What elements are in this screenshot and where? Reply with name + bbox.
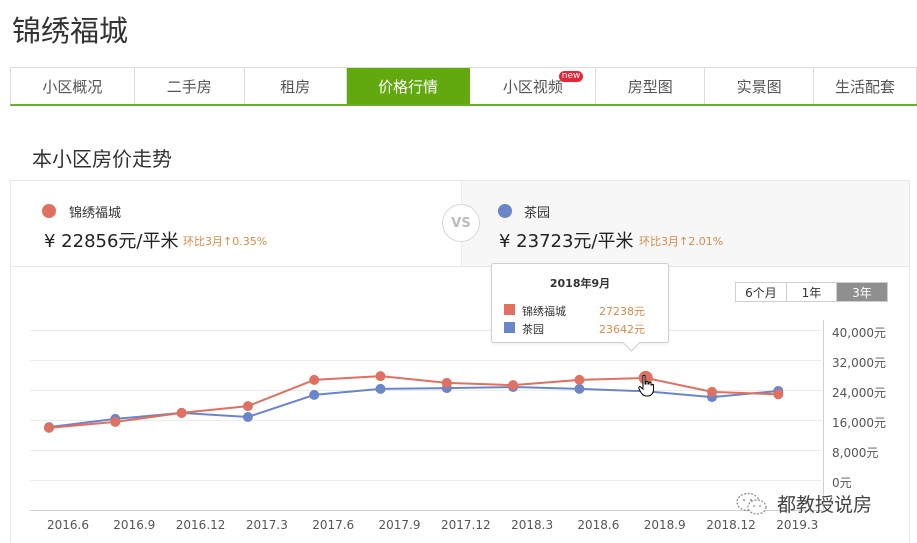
series-line-red	[44, 370, 784, 433]
tooltip-series-value: 23642元	[599, 323, 645, 336]
community-name: 锦绣福城	[69, 206, 122, 221]
series-line-blue	[44, 382, 784, 433]
tab-price-trend[interactable]: 价格行情	[346, 68, 471, 104]
data-point[interactable]	[242, 401, 253, 412]
range-6-months-button[interactable]: 6个月	[736, 283, 787, 301]
tooltip-series-name: 锦绣福城	[522, 305, 566, 318]
watermark-text: 都教授说房	[777, 494, 873, 516]
x-tick-label: 2016.9	[113, 518, 156, 532]
page-title: 锦绣福城	[12, 14, 129, 48]
x-tick-label: 2018.3	[511, 518, 554, 532]
range-1-year-button[interactable]: 1年	[787, 283, 837, 301]
data-point[interactable]	[309, 389, 320, 400]
tab-label: 小区概况	[42, 77, 103, 96]
x-tick-label: 2018.6	[577, 518, 620, 532]
new-badge: new	[558, 71, 584, 82]
data-point[interactable]	[110, 416, 121, 427]
tab-label: 小区视频	[502, 77, 563, 96]
data-point[interactable]	[773, 389, 784, 400]
tooltip-series-name: 茶园	[522, 323, 544, 336]
compare-area-price: ¥ 23723元/平米	[499, 231, 634, 252]
time-range-selector: 6个月 1年 3年	[735, 282, 888, 302]
community-price: ¥ 22856元/平米	[44, 231, 179, 252]
data-point[interactable]	[441, 377, 452, 388]
price-trend-panel: 锦绣福城 ¥ 22856元/平米 环比3月↑0.35% 茶园 ¥ 23723元/…	[10, 180, 910, 543]
tab-label: 实景图	[736, 77, 782, 96]
legend-swatch-icon	[504, 304, 515, 315]
tooltip-series-value: 27238元	[599, 305, 645, 318]
vs-badge: VS	[442, 204, 480, 242]
x-tick-label: 2017.3	[245, 518, 288, 532]
y-tick-label: 24,000元	[832, 386, 886, 400]
data-point[interactable]	[309, 374, 320, 385]
data-point[interactable]	[707, 386, 717, 397]
tooltip-row: 锦绣福城 27238元	[504, 303, 664, 318]
tab-label: 生活配套	[835, 77, 896, 96]
tab-bar: 小区概况 二手房 租房 价格行情 小区视频 new 房型图 实景图 生活配套	[10, 67, 917, 106]
watermark: 都教授说房	[735, 490, 872, 517]
data-point[interactable]	[375, 371, 386, 382]
tab-overview[interactable]: 小区概况	[11, 68, 135, 104]
series-dot-icon	[498, 204, 512, 218]
tab-label: 价格行情	[378, 77, 439, 96]
y-tick-label: 16,000元	[832, 416, 886, 430]
data-point[interactable]	[44, 422, 54, 433]
y-tick-label: 0元	[832, 476, 852, 490]
data-point[interactable]	[638, 370, 653, 385]
compare-left: 锦绣福城 ¥ 22856元/平米 环比3月↑0.35%	[11, 181, 461, 266]
x-tick-label: 2017.9	[378, 518, 421, 532]
x-tick-label: 2018.12	[706, 518, 756, 532]
y-tick-label: 32,000元	[832, 356, 886, 370]
y-tick-label: 40,000元	[832, 326, 886, 340]
y-tick-label: 8,000元	[832, 446, 879, 460]
tab-amenities[interactable]: 生活配套	[814, 68, 917, 104]
x-tick-label: 2016.12	[175, 518, 226, 532]
tooltip-row: 茶园 23642元	[504, 321, 664, 336]
hand-cursor-icon	[638, 375, 654, 397]
tab-label: 房型图	[627, 77, 673, 96]
compare-area-change: 环比3月↑2.01%	[639, 235, 724, 248]
chart-tooltip: 2018年9月 锦绣福城 27238元 茶园 23642元	[491, 263, 669, 343]
tab-second-hand[interactable]: 二手房	[134, 68, 245, 104]
grid-lines	[30, 330, 822, 481]
tab-photos[interactable]: 实景图	[705, 68, 815, 104]
series-dot-icon	[42, 204, 56, 218]
x-tick-label: 2016.6	[47, 518, 89, 532]
data-point[interactable]	[574, 374, 585, 385]
x-tick-label: 2017.12	[440, 518, 491, 532]
community-change: 环比3月↑0.35%	[183, 235, 268, 248]
legend-swatch-icon	[504, 322, 515, 333]
data-point[interactable]	[375, 383, 386, 394]
data-point[interactable]	[242, 412, 253, 422]
data-point[interactable]	[176, 407, 187, 418]
x-tick-label: 2019.3	[776, 518, 819, 532]
x-tick-label: 2018.9	[643, 518, 686, 532]
tab-label: 租房	[280, 77, 311, 96]
section-title: 本小区房价走势	[32, 147, 172, 171]
compare-area-name: 茶园	[524, 206, 551, 221]
tab-label: 二手房	[166, 77, 212, 96]
x-tick-label: 2017.6	[312, 518, 355, 532]
wechat-icon	[736, 492, 767, 515]
tab-video[interactable]: 小区视频 new	[470, 68, 597, 104]
data-point[interactable]	[508, 380, 519, 391]
data-point[interactable]	[574, 383, 585, 394]
tooltip-title: 2018年9月	[549, 277, 611, 290]
compare-right: 茶园 ¥ 23723元/平米 环比3月↑2.01%	[461, 181, 909, 266]
compare-header: 锦绣福城 ¥ 22856元/平米 环比3月↑0.35% 茶园 ¥ 23723元/…	[11, 181, 909, 267]
range-3-years-button[interactable]: 3年	[837, 283, 887, 301]
tab-floor-plan[interactable]: 房型图	[596, 68, 706, 104]
tab-rent[interactable]: 租房	[244, 68, 347, 104]
